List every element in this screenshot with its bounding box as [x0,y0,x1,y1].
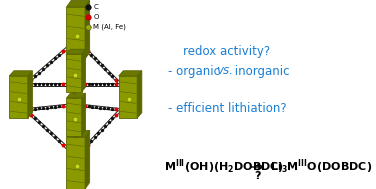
Polygon shape [119,76,137,118]
Polygon shape [67,1,89,7]
Text: M (Al, Fe): M (Al, Fe) [93,24,126,30]
Polygon shape [67,98,82,136]
Polygon shape [85,1,89,59]
Text: vs.: vs. [216,64,233,77]
Text: M$^{\mathbf{III}}$(OH)(H$_{\mathbf{2}}$DOBDC): M$^{\mathbf{III}}$(OH)(H$_{\mathbf{2}}$D… [164,158,284,176]
Polygon shape [119,71,142,76]
Text: - efficient lithiation?: - efficient lithiation? [168,102,287,115]
Polygon shape [67,137,85,189]
Polygon shape [67,93,85,98]
Polygon shape [28,71,32,118]
Polygon shape [67,7,85,59]
Polygon shape [85,130,89,189]
Polygon shape [67,54,82,92]
Text: redox activity?: redox activity? [183,46,270,59]
Polygon shape [67,49,85,54]
Polygon shape [9,76,28,118]
Polygon shape [9,71,32,76]
Text: C: C [93,4,98,10]
Polygon shape [137,71,142,118]
Polygon shape [82,93,85,136]
Text: Li$_{\mathbf{3}}$M$^{\mathbf{III}}$O(DOBDC): Li$_{\mathbf{3}}$M$^{\mathbf{III}}$O(DOB… [270,158,372,176]
Text: - organic: - organic [168,64,224,77]
Polygon shape [67,130,89,137]
Text: ?: ? [255,171,261,181]
Text: O: O [93,14,99,20]
Text: inorganic: inorganic [232,64,290,77]
Polygon shape [82,49,85,92]
